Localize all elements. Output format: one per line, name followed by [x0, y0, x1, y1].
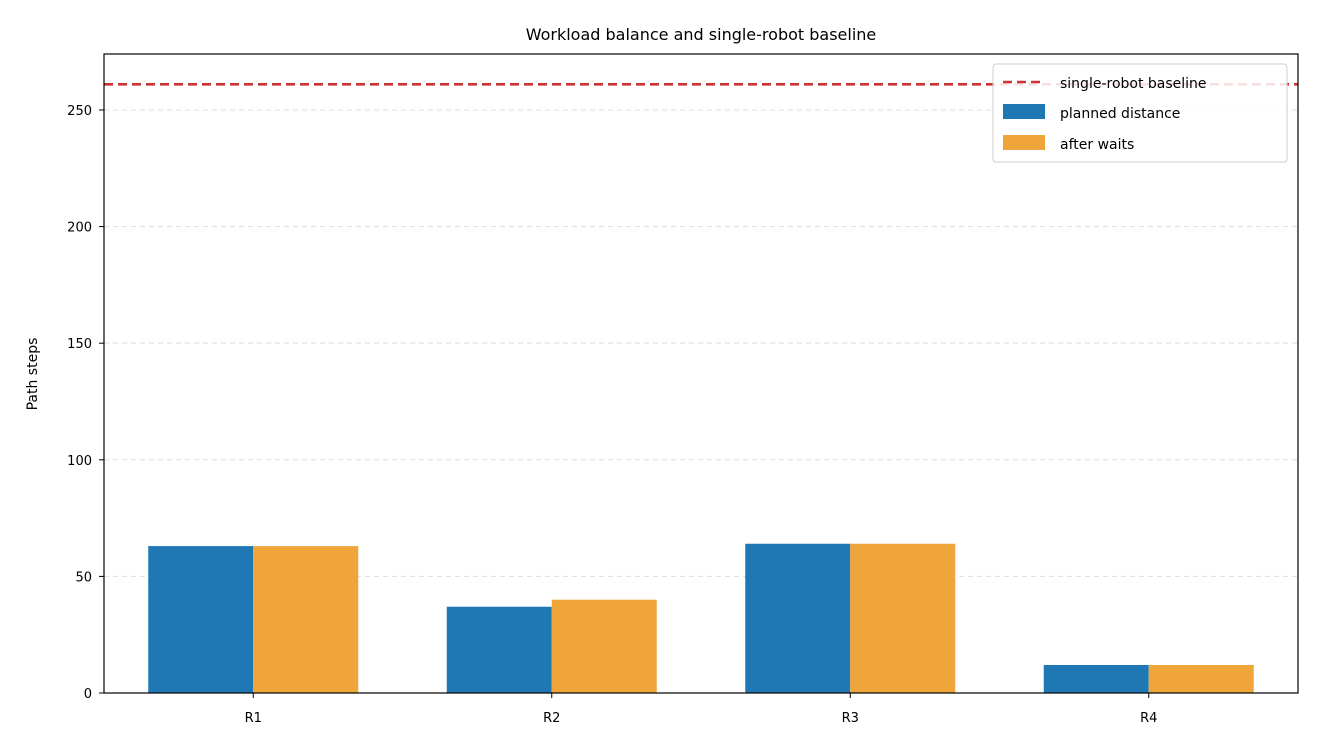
- x-tick-label: R3: [842, 711, 859, 726]
- bar-r1-planned: [148, 546, 254, 693]
- legend-label-planned: planned distance: [1060, 106, 1180, 122]
- bar-r2-planned: [446, 606, 552, 693]
- y-tick-label: 100: [67, 454, 92, 469]
- legend-swatch-planned: [1003, 104, 1045, 119]
- bar-r4-after-waits: [1148, 665, 1254, 693]
- y-tick-label: 200: [67, 221, 92, 236]
- bar-r3-after-waits: [850, 543, 956, 693]
- x-tick-label: R4: [1140, 711, 1157, 726]
- y-tick-label: 250: [67, 104, 92, 119]
- y-axis-label: Path steps: [25, 338, 41, 411]
- bars: [148, 543, 1254, 693]
- y-tick-label: 150: [67, 337, 92, 352]
- legend-frame: [992, 63, 1288, 163]
- y-axis-ticks: 0 50 100 150 200 250: [67, 104, 104, 702]
- legend-swatch-after-waits: [1003, 135, 1045, 150]
- chart-title: Workload balance and single-robot baseli…: [526, 25, 877, 44]
- x-tick-label: R1: [245, 711, 262, 726]
- bar-r1-after-waits: [253, 546, 359, 693]
- y-tick-label: 0: [84, 687, 92, 702]
- legend-label-after-waits: after waits: [1060, 137, 1134, 153]
- bar-r3-planned: [745, 543, 851, 693]
- x-tick-label: R2: [543, 711, 560, 726]
- bar-r2-after-waits: [551, 599, 657, 693]
- legend-label-baseline: single-robot baseline: [1060, 76, 1207, 92]
- bar-r4-planned: [1043, 665, 1149, 693]
- x-axis-ticks: R1 R2 R3 R4: [245, 693, 1157, 726]
- legend: single-robot baseline planned distance a…: [992, 63, 1288, 163]
- plot-frame: [103, 53, 1299, 694]
- y-tick-label: 50: [75, 570, 92, 585]
